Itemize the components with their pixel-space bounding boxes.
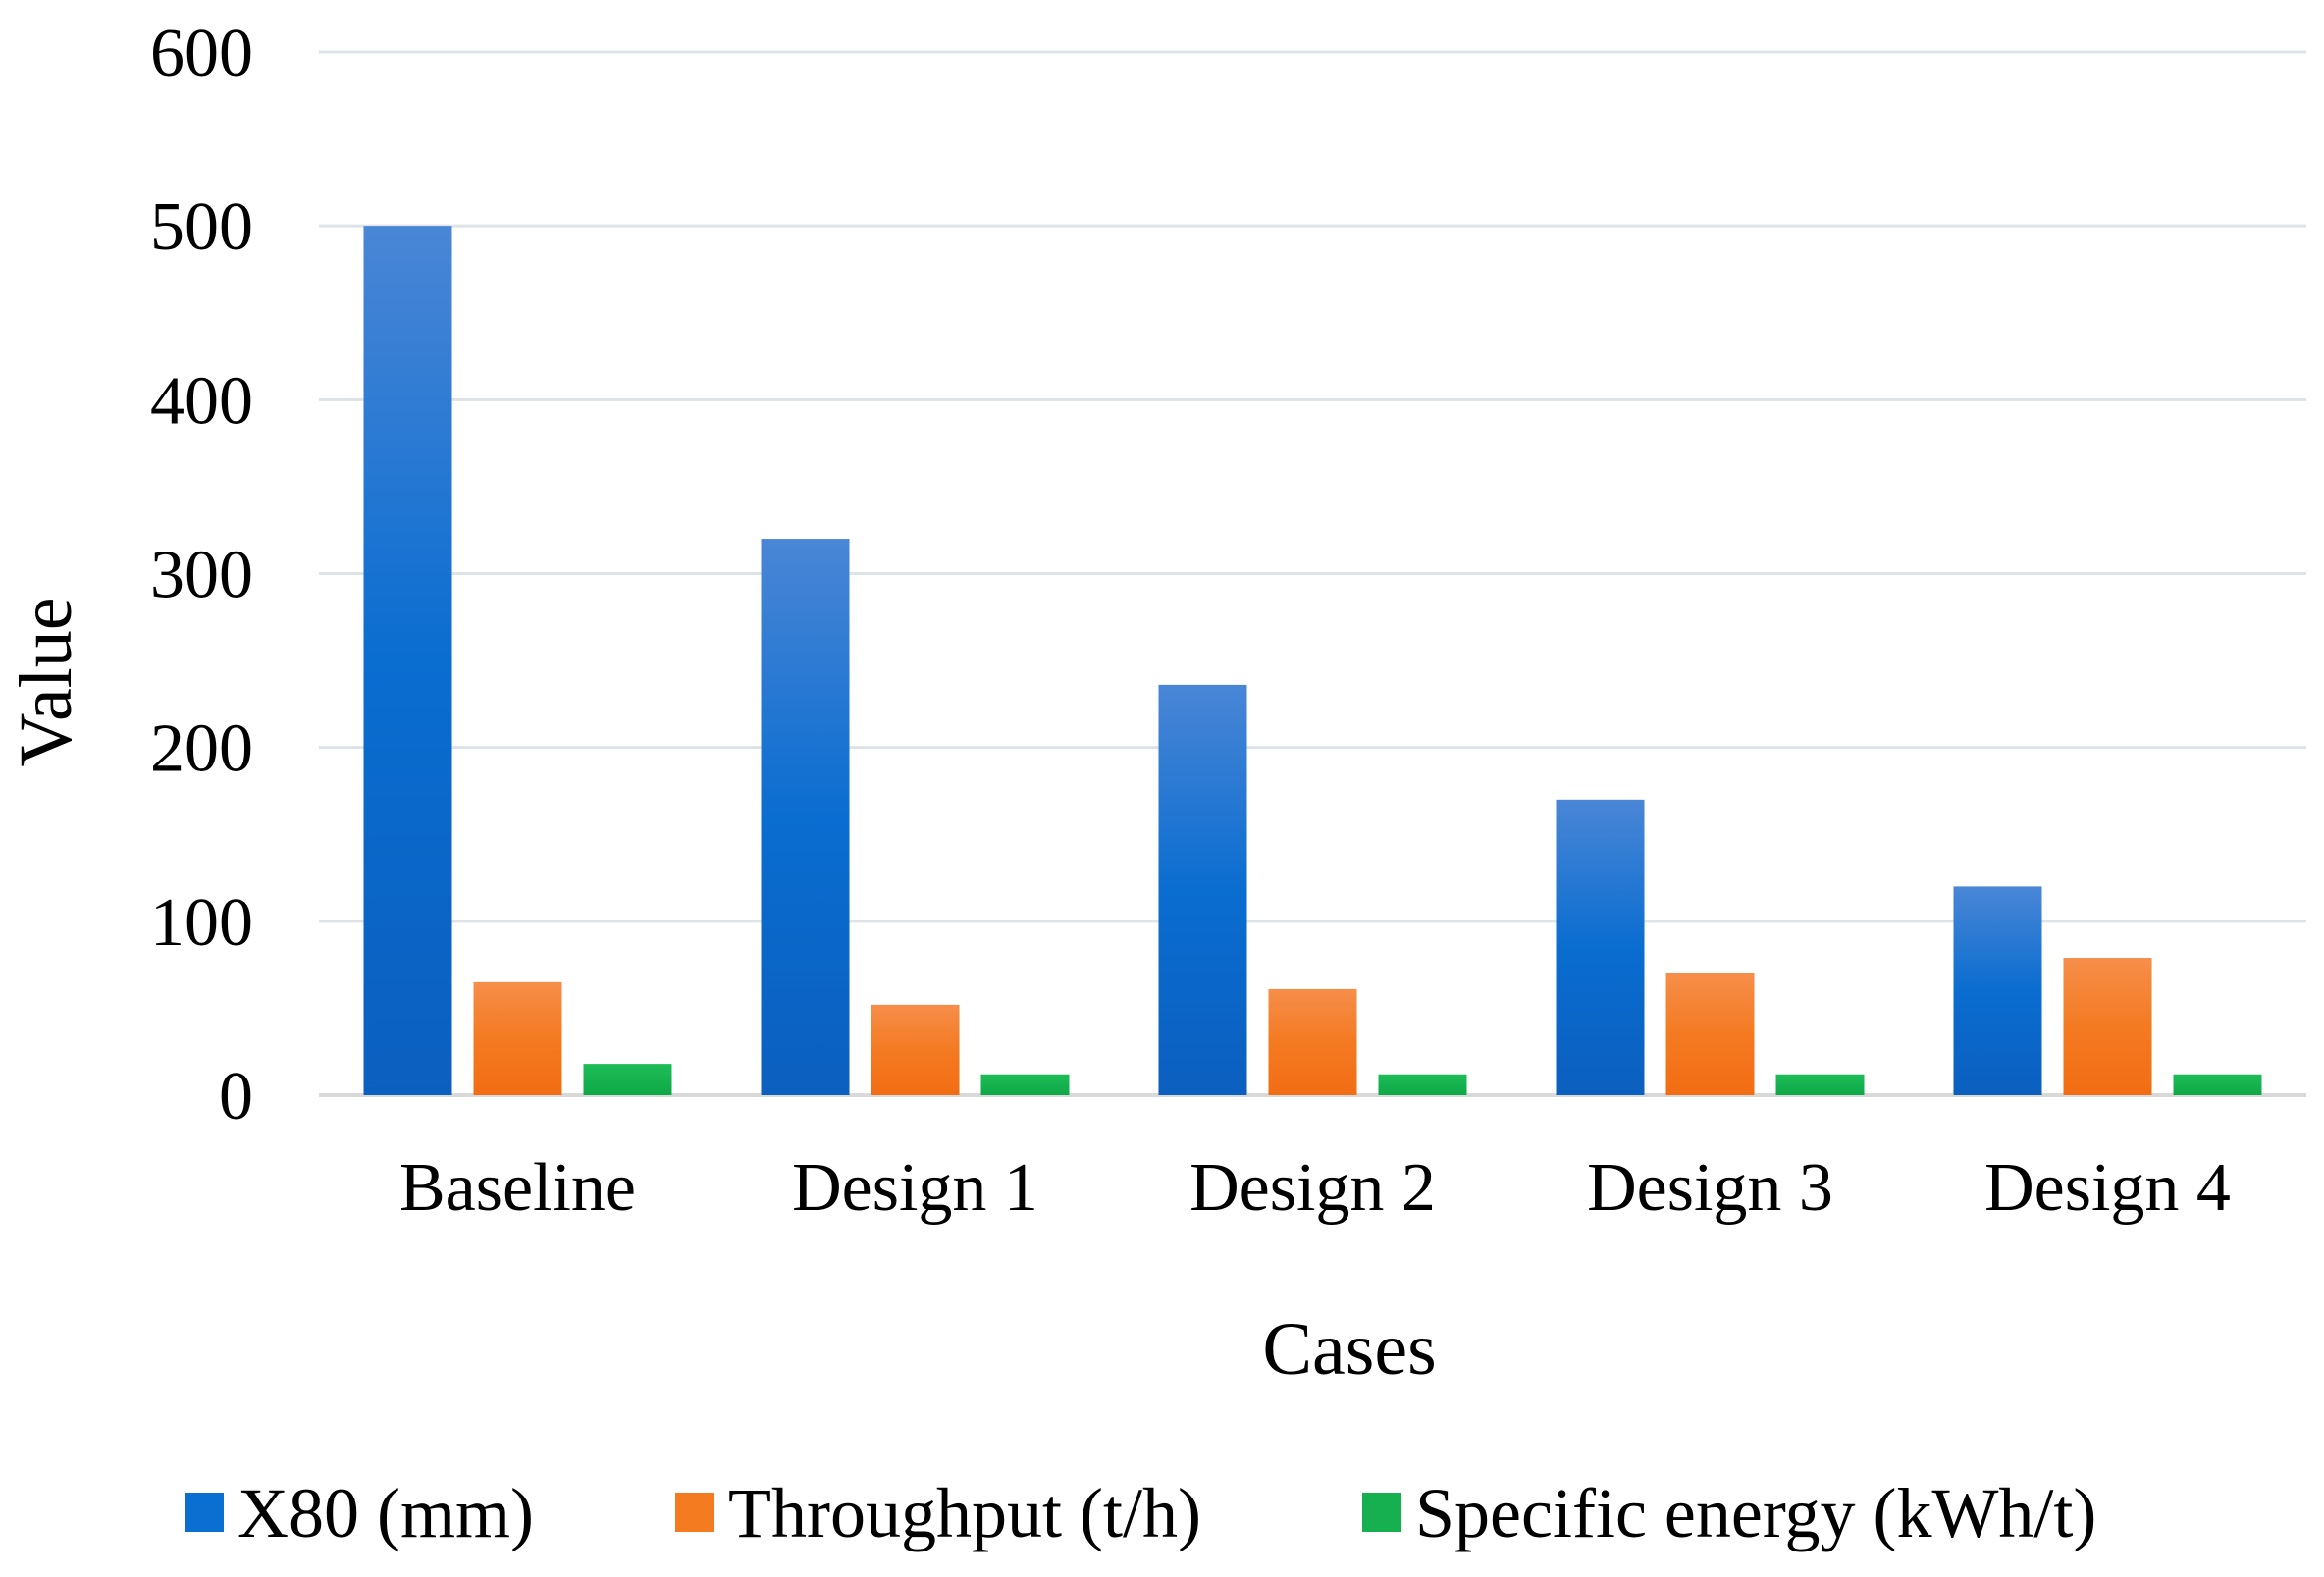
bar-throughput-3 [1665, 972, 1755, 1095]
category-label: Design 3 [1587, 1150, 1833, 1226]
legend-label: Throughput (t/h) [728, 1474, 1201, 1552]
bar-throughput-4 [2063, 958, 2152, 1095]
legend: X80 (mm) Throughput (t/h) Specific energy … [185, 1474, 2096, 1552]
bar-throughput-1 [871, 1004, 960, 1095]
y-axis-title: Value [5, 597, 87, 766]
y-tick-label: 0 [219, 1059, 253, 1134]
y-tick-labels: 0 100 200 300 400 500 600 [150, 16, 253, 1134]
category-labels: Baseline Design 1 Design 2 Design 3 Design 4 [399, 1150, 2231, 1226]
bar-specific-energy-0 [583, 1064, 672, 1095]
category-label: Design 2 [1189, 1150, 1436, 1226]
bar-throughput-0 [473, 981, 562, 1095]
legend-swatch [675, 1493, 714, 1532]
bar-x80-1 [761, 539, 850, 1095]
legend-label: Specific energy (kWh/t) [1415, 1474, 2096, 1552]
y-tick-label: 300 [150, 538, 253, 613]
bar-specific-energy-2 [1378, 1074, 1467, 1095]
bar-x80-3 [1556, 799, 1645, 1095]
bar-x80-0 [363, 226, 452, 1095]
bar-specific-energy-4 [2173, 1074, 2262, 1095]
legend-label: X80 (mm) [238, 1474, 534, 1552]
category-label: Baseline [399, 1150, 636, 1226]
bar-x80-4 [1953, 886, 2042, 1095]
legend-swatch [185, 1493, 224, 1532]
category-label: Design 1 [792, 1150, 1038, 1226]
x-axis-title: Cases [1262, 1308, 1436, 1391]
bars [363, 226, 2262, 1095]
bar-x80-2 [1158, 684, 1247, 1095]
y-tick-label: 600 [150, 16, 253, 91]
y-tick-label: 400 [150, 363, 253, 439]
y-tick-label: 500 [150, 189, 253, 265]
bar-specific-energy-3 [1775, 1074, 1865, 1095]
legend-swatch [1362, 1493, 1401, 1532]
bar-throughput-2 [1268, 988, 1357, 1095]
y-tick-label: 100 [150, 885, 253, 961]
bar-specific-energy-1 [980, 1074, 1070, 1095]
category-label: Design 4 [1984, 1150, 2231, 1226]
y-tick-label: 200 [150, 711, 253, 787]
